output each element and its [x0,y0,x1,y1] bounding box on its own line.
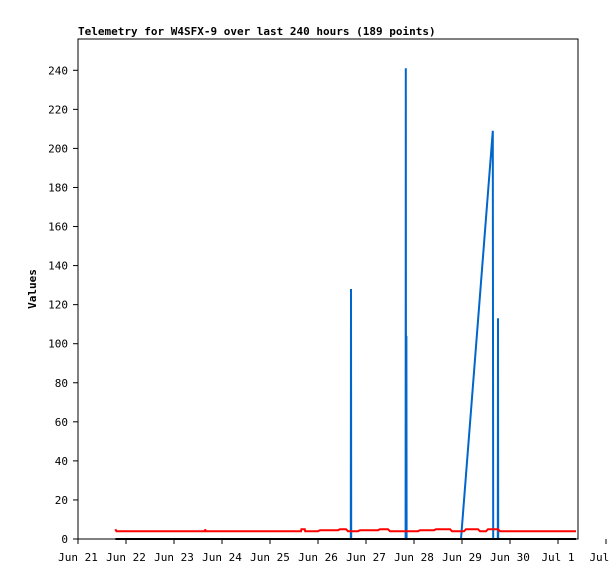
x-tick-label: Jun 26 [298,551,338,564]
plot-frame [77,38,579,540]
x-tick-label: Jul 2 [589,551,615,564]
x-tick-label: Jul 1 [541,551,574,564]
y-tick-label: 180 [48,181,68,194]
x-tick-label: Jun 30 [490,551,530,564]
x-axis: Jun 21 Jun 22 Jun 23 Jun 24 Jun 25 Jun 26 Jun … [58,539,615,564]
y-axis: 0 20 40 60 80 100 120 140 160 180 200 220 240 [48,64,78,546]
y-axis-label: Values [26,269,39,309]
chart-title: Telemetry for W4SFX-9 over last 240 hour… [78,25,436,38]
y-tick-label: 200 [48,142,68,155]
y-tick-label: 40 [55,455,68,468]
y-tick-label: 140 [48,260,68,273]
x-tick-label: Jun 23 [154,551,194,564]
x-tick-label: Jun 21 [58,551,98,564]
series-group [114,68,576,540]
y-tick-label: 20 [55,494,68,507]
y-tick-label: 60 [55,416,68,429]
x-tick-label: Jun 28 [394,551,434,564]
x-tick-label: Jun 27 [346,551,386,564]
y-tick-label: 120 [48,299,68,312]
y-tick-label: 220 [48,103,68,116]
y-tick-label: 80 [55,377,68,390]
series-line [349,68,500,540]
x-tick-label: Jun 22 [106,551,146,564]
y-tick-label: 100 [48,338,68,351]
x-tick-label: Jun 25 [250,551,290,564]
series-line [114,528,576,533]
x-tick-label: Jun 24 [202,551,242,564]
y-tick-label: 0 [61,533,68,546]
y-tick-label: 240 [48,64,68,77]
x-tick-label: Jun 29 [442,551,482,564]
y-tick-label: 160 [48,221,68,234]
